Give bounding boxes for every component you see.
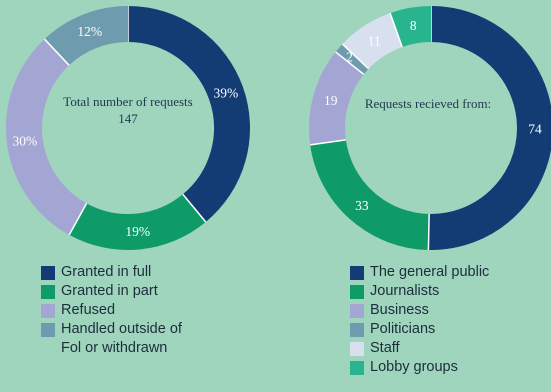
legend-2-swatch bbox=[350, 266, 364, 280]
donut-1-separator-2 bbox=[182, 193, 207, 223]
donut-2-separator-2 bbox=[427, 213, 430, 250]
donut-1-center-text: Total number of requests 147 bbox=[40, 93, 216, 127]
legend-1-label: Handled outside of Fol or withdrawn bbox=[61, 321, 182, 356]
donut-2-center-text: Requests recieved from: bbox=[330, 95, 526, 112]
legend-1-swatch bbox=[41, 285, 55, 299]
legend-2-label: Politicians bbox=[370, 321, 436, 337]
donut-1-center-title: Total number of requests bbox=[63, 94, 193, 109]
donut-charts: 39% 19% 30% 12% 74 33 19 2 11 8 bbox=[6, 6, 551, 250]
donut-2-slice-6 bbox=[390, 6, 432, 48]
donut-1-center-total: 147 bbox=[118, 111, 138, 126]
legend-2-swatch bbox=[350, 361, 364, 375]
legend-1-swatch bbox=[41, 266, 55, 280]
donut-2-separator-6 bbox=[389, 12, 403, 48]
legend-2-item: Staff bbox=[350, 339, 550, 358]
donut-1-separator-4 bbox=[43, 38, 70, 66]
legend-1-label: Granted in full bbox=[61, 264, 152, 280]
donut-2-slice-3 bbox=[309, 51, 365, 145]
legend-1-label: Granted in part bbox=[61, 283, 158, 299]
donut-2-separator-3 bbox=[310, 139, 346, 146]
donut-2-separator-4 bbox=[335, 51, 365, 75]
donut-1-slice-4 bbox=[44, 6, 129, 66]
donut-2-center-title: Requests recieved from: bbox=[364, 96, 492, 111]
donut-2-data-label-5: 11 bbox=[368, 33, 381, 48]
legend-2-item: Journalists bbox=[350, 282, 550, 301]
donut-1-data-label-3: 30% bbox=[12, 134, 37, 149]
legend-2-item: Lobby groups bbox=[350, 358, 550, 377]
legend-2-label: Staff bbox=[370, 340, 400, 356]
donut-2-data-label-6: 8 bbox=[410, 18, 417, 33]
donut-1-slice-2 bbox=[69, 193, 206, 250]
donut-2-slice-5 bbox=[342, 13, 403, 70]
donut-2-data-label-1: 74 bbox=[528, 122, 542, 137]
legend-2-item: The general public bbox=[350, 263, 550, 282]
donut-2-data-label-3: 19 bbox=[324, 93, 338, 108]
legend-1-label: Refused bbox=[61, 302, 116, 318]
legend-2-swatch bbox=[350, 304, 364, 318]
donut-1-slice-1 bbox=[127, 6, 250, 222]
legend-1-item: Granted in full bbox=[41, 263, 241, 282]
legend-1-item: Granted in part bbox=[41, 282, 241, 301]
legend-2-label: The general public bbox=[370, 264, 490, 280]
donut-1-slice-3 bbox=[6, 39, 88, 235]
legend-1-swatch bbox=[41, 323, 55, 337]
legend-2-label: Business bbox=[370, 302, 429, 318]
legend-2-swatch bbox=[350, 285, 364, 299]
donut-1-data-label-1: 39% bbox=[213, 85, 238, 100]
donut-1-data-label-4: 12% bbox=[77, 24, 102, 39]
legend-1-item: Refused bbox=[41, 301, 241, 320]
donut-2-legend: The general public Journalists Business … bbox=[350, 263, 550, 377]
donut-2-slice-1 bbox=[428, 6, 551, 250]
legend-2-label: Journalists bbox=[370, 283, 440, 299]
donut-1-separator-3 bbox=[68, 203, 88, 236]
legend-1-swatch bbox=[41, 304, 55, 318]
legend-2-item: Politicians bbox=[350, 320, 550, 339]
donut-1-legend: Granted in full Granted in part Refused … bbox=[41, 263, 241, 358]
donut-2-slice-2 bbox=[310, 139, 430, 250]
legend-2-swatch bbox=[350, 323, 364, 337]
legend-1-item: Handled outside of Fol or withdrawn bbox=[41, 320, 241, 358]
donut-2-data-label-4: 2 bbox=[346, 50, 353, 65]
donut-2-data-label-2: 33 bbox=[355, 198, 369, 213]
donut-2-separator-5 bbox=[341, 43, 370, 70]
legend-2-item: Business bbox=[350, 301, 550, 320]
donut-1-data-label-2: 19% bbox=[125, 224, 150, 239]
legend-2-swatch bbox=[350, 342, 364, 356]
legend-2-label: Lobby groups bbox=[370, 359, 458, 375]
